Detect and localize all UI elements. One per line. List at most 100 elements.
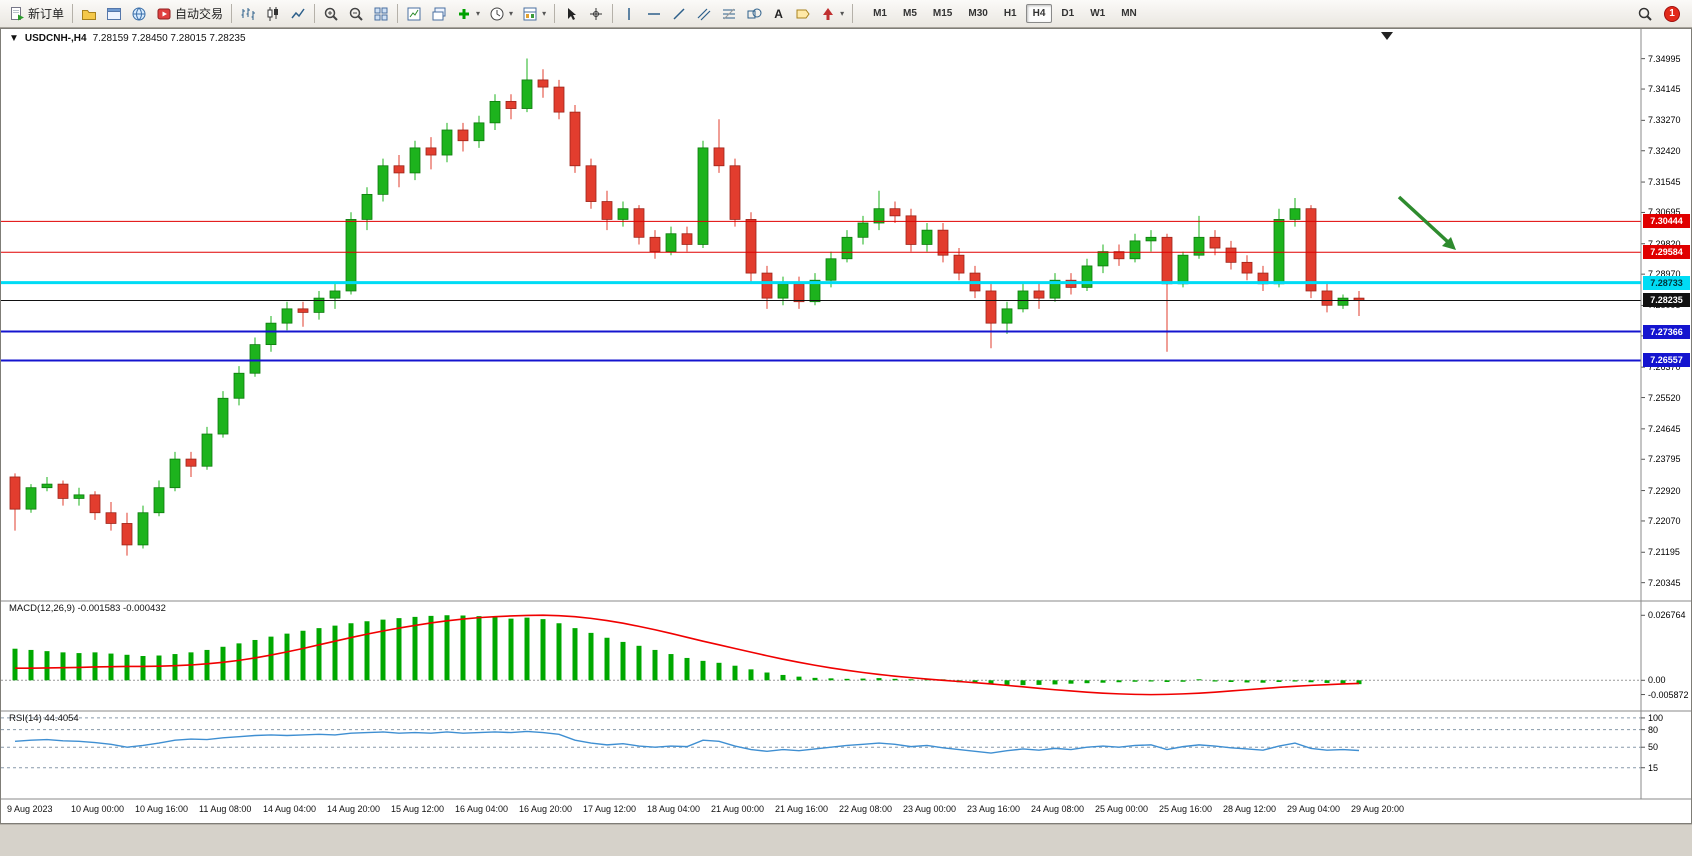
shapes-icon	[747, 8, 762, 18]
chart-canvas[interactable]	[1, 29, 1691, 801]
text-tool-button[interactable]: A	[767, 2, 790, 25]
fibonacci-tool-button[interactable]	[717, 2, 741, 25]
time-axis-label: 16 Aug 04:00	[455, 804, 509, 814]
chevron-down-icon: ▾	[509, 8, 514, 18]
timeframe-m15-button[interactable]: M15	[932, 8, 953, 19]
rsi-axis-label: 100	[1648, 712, 1664, 723]
add-indicator-icon	[459, 8, 470, 19]
price-axis[interactable]: 7.34995 7.34145 7.33270 7.32420 7.31545 7.306…	[1642, 29, 1691, 799]
arrange-auto-icon	[407, 7, 421, 20]
timeframe-m5-button[interactable]: M5	[903, 8, 917, 19]
timeframe-h4-button[interactable]: H4	[1025, 4, 1053, 23]
arrow-tools-button[interactable]: ▾	[816, 2, 848, 25]
time-axis-label: 29 Aug 20:00	[1351, 804, 1405, 814]
add-indicator-button[interactable]: ▾	[452, 2, 484, 25]
bar-chart-mode-button[interactable]	[236, 2, 260, 25]
auto-trading-button[interactable]: 自动交易	[152, 2, 227, 25]
trendline-icon	[673, 7, 685, 20]
open-window-button[interactable]	[102, 2, 126, 25]
search-icon	[1638, 7, 1652, 21]
one-click-trading-arrow[interactable]: ▼	[9, 33, 19, 44]
timeframe-m1-button[interactable]: M1	[873, 8, 887, 19]
line-chart-mode-button[interactable]	[286, 2, 310, 25]
chart-shift-marker	[1381, 32, 1393, 40]
cursor-button[interactable]	[559, 2, 583, 25]
text-label-tool-button[interactable]	[791, 2, 815, 25]
rsi-axis-label: 80	[1648, 724, 1659, 735]
time-axis-label: 21 Aug 16:00	[775, 804, 829, 814]
toolbar-separator	[231, 4, 233, 23]
arrow-tools-icon	[823, 7, 834, 20]
time-axis-label: 14 Aug 20:00	[327, 804, 381, 814]
timeframe-h1-button[interactable]: H1	[1003, 8, 1017, 19]
line-chart-icon	[291, 8, 305, 18]
horizontal-line-tool-button[interactable]	[642, 2, 666, 25]
crosshair-button[interactable]	[584, 2, 608, 25]
price-tick-label: 7.31545	[1648, 177, 1681, 188]
vertical-line-icon	[628, 7, 630, 20]
price-tick-label: 7.32420	[1648, 145, 1681, 156]
chart-symbol-ohlc: ▼ USDCNH-,H4 7.28159 7.28450 7.28015 7.2…	[9, 33, 246, 44]
macd-axis-label: 0.026764	[1648, 610, 1686, 621]
search-button[interactable]	[1633, 2, 1657, 25]
toolbar-separator	[852, 4, 854, 23]
toolbar-separator	[612, 4, 614, 23]
shapes-tool-button[interactable]	[742, 2, 766, 25]
cursor-icon	[568, 7, 577, 20]
price-tick-label: 7.28970	[1648, 269, 1681, 280]
new-order-button[interactable]: 新订单	[5, 2, 68, 25]
trendline-tool-button[interactable]	[667, 2, 691, 25]
arrange-cascade-icon	[432, 7, 446, 20]
price-line-tag: 7.28235	[1643, 293, 1690, 308]
timeframe-w1-button[interactable]: W1	[1090, 8, 1106, 19]
auto-trading-label: 自动交易	[175, 7, 224, 21]
macd-axis-label: 0.00	[1648, 675, 1666, 686]
rsi-indicator-label: RSI(14) 44.4054	[9, 713, 79, 724]
zoom-out-icon	[349, 7, 363, 21]
new-order-label: 新订单	[28, 7, 65, 21]
templates-button[interactable]: ▾	[518, 2, 550, 25]
time-axis-label: 17 Aug 12:00	[583, 804, 637, 814]
toolbar: 新订单 自动交易	[0, 0, 1692, 28]
arrange-cascade-button[interactable]	[427, 2, 451, 25]
timeframe-d1-button[interactable]: D1	[1061, 8, 1075, 19]
toolbar-separator	[554, 4, 556, 23]
charts-profile-button[interactable]	[77, 2, 101, 25]
arrange-auto-button[interactable]	[402, 2, 426, 25]
periods-button[interactable]: ▾	[485, 2, 517, 25]
window-icon	[107, 7, 122, 20]
candlestick-mode-button[interactable]	[261, 2, 285, 25]
zoom-out-button[interactable]	[344, 2, 368, 25]
toolbar-separator	[397, 4, 399, 23]
chart-window: ▼ USDCNH-,H4 7.28159 7.28450 7.28015 7.2…	[0, 28, 1692, 824]
time-axis-label: 24 Aug 08:00	[1031, 804, 1085, 814]
vertical-line-tool-button[interactable]	[617, 2, 641, 25]
timeframe-toolbar: M1 M5 M15 M30 H1 H4 D1 W1 MN	[865, 4, 1145, 23]
price-tick-label: 7.22070	[1648, 515, 1681, 526]
price-tick-label: 7.34995	[1648, 53, 1681, 64]
candlestick-icon	[267, 6, 279, 21]
notification-badge[interactable]: 1	[1664, 5, 1680, 22]
toolbar-separator	[72, 4, 74, 23]
channel-tool-button[interactable]	[692, 2, 716, 25]
time-axis-label: 9 Aug 2023	[7, 804, 53, 814]
price-line-tag: 7.27366	[1643, 324, 1690, 339]
globe-icon	[132, 7, 146, 20]
price-tick-label: 7.21195	[1648, 547, 1680, 558]
price-tick-label: 7.34145	[1648, 84, 1681, 95]
price-tick-label: 7.30695	[1648, 207, 1681, 218]
time-axis-label: 16 Aug 20:00	[519, 804, 573, 814]
community-button[interactable]	[127, 2, 151, 25]
time-axis-label: 15 Aug 12:00	[391, 804, 445, 814]
timeframe-mn-button[interactable]: MN	[1121, 8, 1137, 19]
price-line-tag: 7.30444	[1643, 214, 1690, 229]
new-order-icon	[11, 6, 24, 20]
text-icon: A	[774, 6, 783, 21]
tile-windows-button[interactable]	[369, 2, 393, 25]
time-axis[interactable]: 9 Aug 2023 10 Aug 00:00 10 Aug 16:00 11 Aug…	[1, 801, 1691, 823]
price-tick-label: 7.25520	[1648, 392, 1681, 403]
price-tick-label: 7.33270	[1648, 115, 1681, 126]
timeframe-m30-button[interactable]: M30	[968, 8, 988, 19]
rsi-axis-label: 15	[1648, 762, 1659, 773]
zoom-in-button[interactable]	[319, 2, 343, 25]
